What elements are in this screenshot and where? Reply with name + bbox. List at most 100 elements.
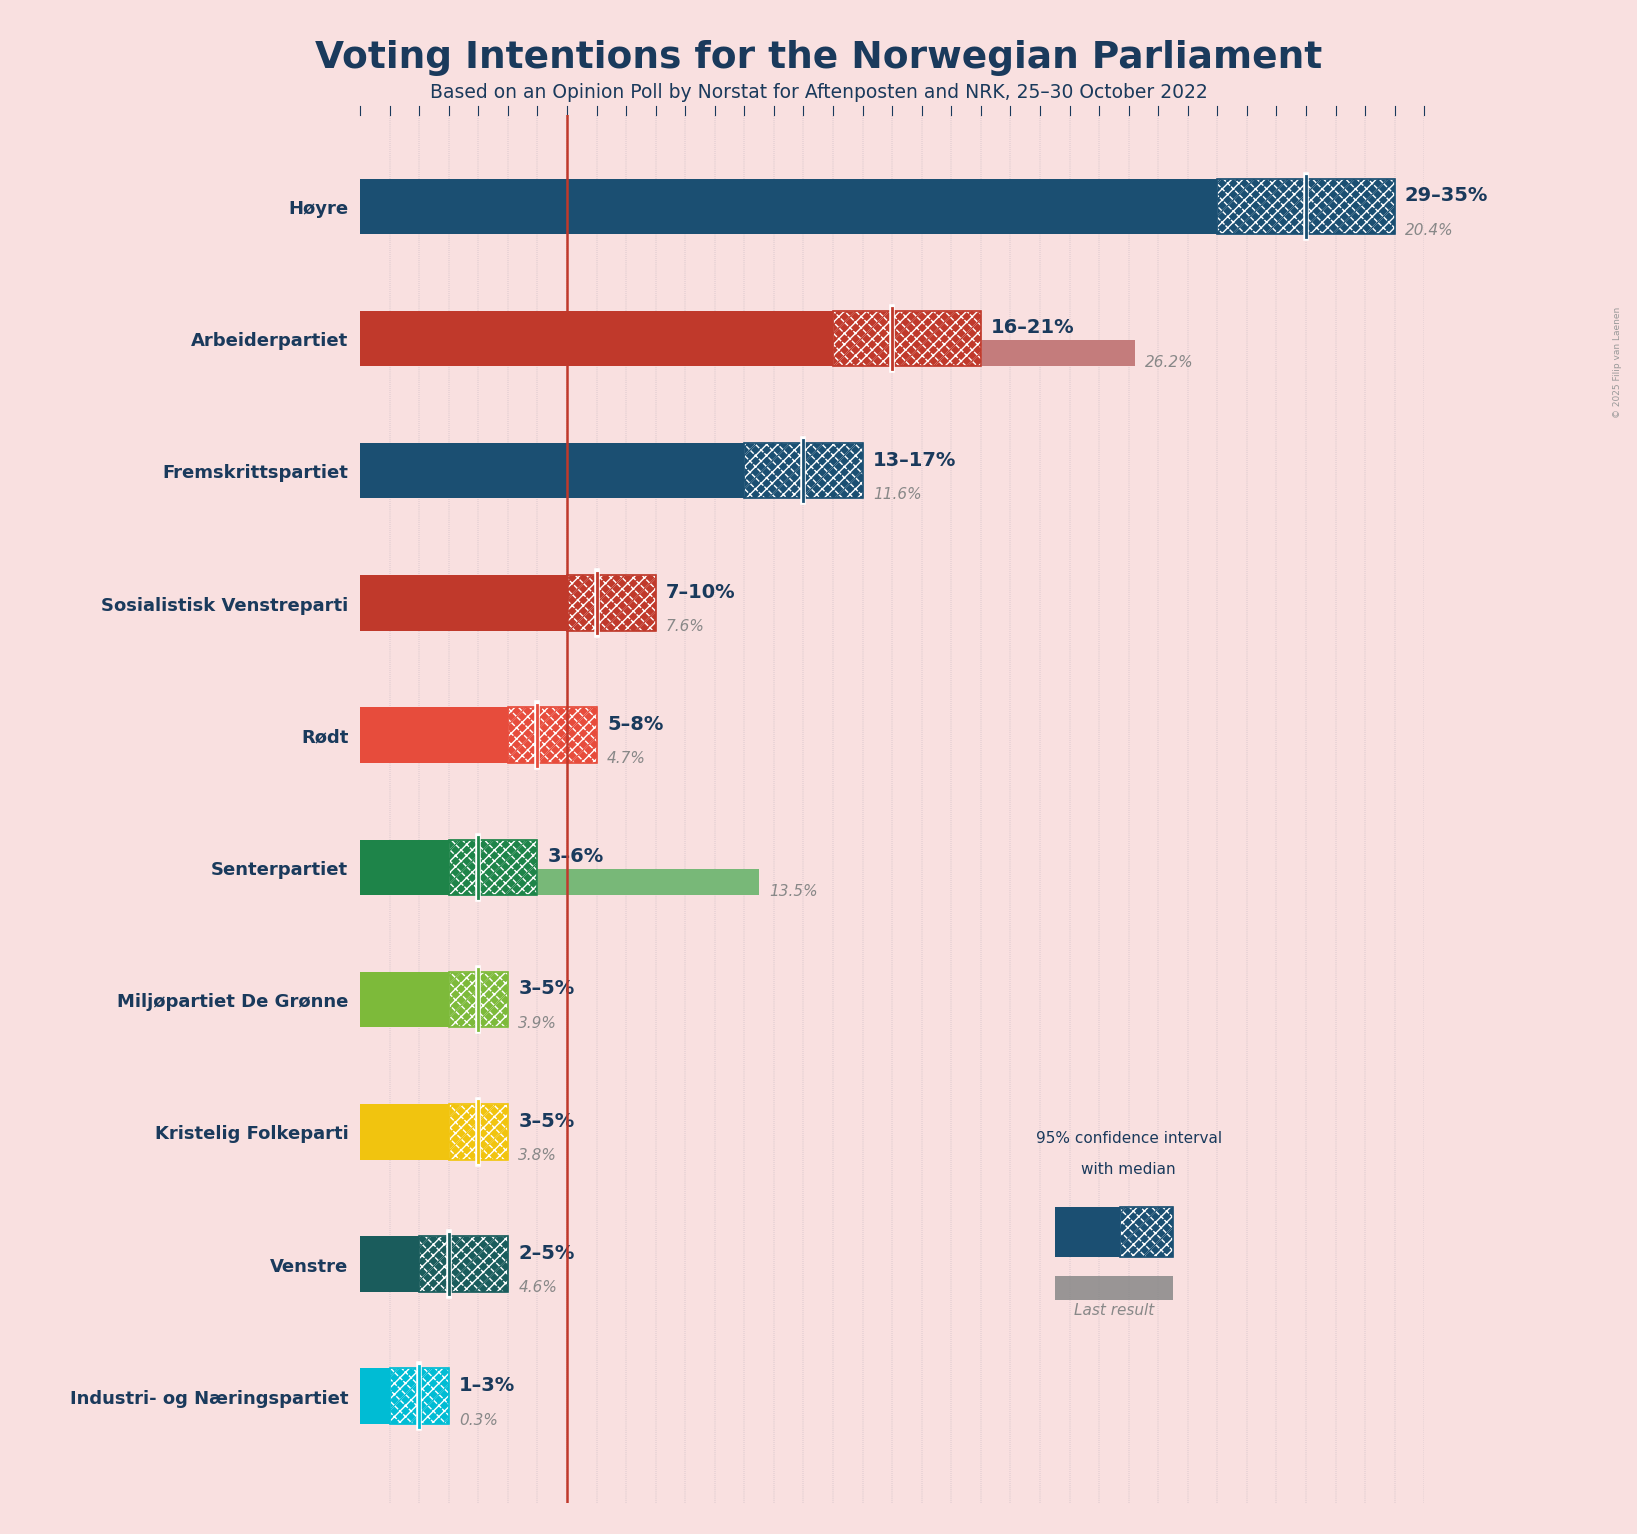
Bar xyxy=(1218,178,1395,235)
Bar xyxy=(360,1266,496,1292)
Bar xyxy=(745,443,863,499)
Bar xyxy=(1218,178,1395,235)
Bar xyxy=(360,604,584,630)
Bar xyxy=(1218,178,1395,235)
Bar xyxy=(360,868,760,896)
Bar xyxy=(566,575,656,630)
Text: Senterpartiet: Senterpartiet xyxy=(211,861,349,879)
Bar xyxy=(449,1104,507,1160)
Bar xyxy=(419,1236,507,1292)
Bar xyxy=(507,707,596,762)
Bar xyxy=(360,311,833,367)
Text: 0.3%: 0.3% xyxy=(458,1413,498,1428)
Text: 5–8%: 5–8% xyxy=(607,715,663,735)
Text: 3–6%: 3–6% xyxy=(548,847,604,867)
Bar xyxy=(449,839,537,896)
Bar xyxy=(360,839,449,896)
Text: Based on an Opinion Poll by Norstat for Aftenposten and NRK, 25–30 October 2022: Based on an Opinion Poll by Norstat for … xyxy=(429,83,1208,101)
Bar xyxy=(745,443,863,499)
Bar xyxy=(360,178,1218,235)
Text: Last result: Last result xyxy=(1074,1304,1154,1318)
Text: Arbeiderpartiet: Arbeiderpartiet xyxy=(192,333,349,350)
Bar xyxy=(360,1236,419,1292)
Bar xyxy=(390,1368,449,1424)
Text: 13–17%: 13–17% xyxy=(873,451,956,469)
Text: 4.6%: 4.6% xyxy=(519,1281,557,1295)
Bar xyxy=(507,707,596,762)
Bar xyxy=(360,707,507,762)
Text: 16–21%: 16–21% xyxy=(990,319,1076,337)
Bar xyxy=(360,1397,368,1424)
Bar xyxy=(833,311,981,367)
Bar xyxy=(745,443,863,499)
Text: 95% confidence interval: 95% confidence interval xyxy=(1036,1132,1221,1146)
Text: Sosialistisk Venstreparti: Sosialistisk Venstreparti xyxy=(101,597,349,615)
Bar xyxy=(360,736,499,762)
Text: Kristelig Folkeparti: Kristelig Folkeparti xyxy=(154,1126,349,1143)
Bar xyxy=(449,1104,507,1160)
Bar xyxy=(390,1368,449,1424)
Bar xyxy=(833,311,981,367)
Bar xyxy=(449,839,537,896)
Bar xyxy=(449,973,507,1028)
Bar xyxy=(449,973,507,1028)
Bar xyxy=(1120,1207,1174,1258)
Text: with median: with median xyxy=(1082,1161,1175,1177)
Bar xyxy=(390,1368,449,1424)
Text: 11.6%: 11.6% xyxy=(873,486,922,502)
Bar xyxy=(390,1368,449,1424)
Bar xyxy=(360,1368,390,1424)
Bar xyxy=(833,311,981,367)
Bar xyxy=(507,707,596,762)
Bar xyxy=(360,341,1134,367)
Text: 2–5%: 2–5% xyxy=(519,1244,575,1262)
Text: 29–35%: 29–35% xyxy=(1405,186,1488,206)
Text: 3.9%: 3.9% xyxy=(519,1016,557,1031)
Bar xyxy=(360,973,449,1028)
Text: Venstre: Venstre xyxy=(270,1258,349,1276)
Text: 3–5%: 3–5% xyxy=(519,980,575,999)
Bar xyxy=(566,575,656,630)
Bar xyxy=(360,443,745,499)
Bar xyxy=(449,973,507,1028)
Text: 7–10%: 7–10% xyxy=(666,583,735,601)
Text: Fremskrittspartiet: Fremskrittspartiet xyxy=(162,465,349,482)
Bar xyxy=(360,1000,475,1028)
Bar xyxy=(1120,1207,1174,1258)
Text: Rødt: Rødt xyxy=(301,729,349,747)
Bar xyxy=(360,1104,449,1160)
Bar xyxy=(449,839,537,896)
Bar xyxy=(449,839,537,896)
Bar xyxy=(1218,178,1395,235)
Text: 20.4%: 20.4% xyxy=(1405,222,1454,238)
Text: Industri- og Næringspartiet: Industri- og Næringspartiet xyxy=(70,1390,349,1408)
Bar xyxy=(566,575,656,630)
Text: 1–3%: 1–3% xyxy=(458,1376,516,1394)
Bar xyxy=(419,1236,507,1292)
Text: 7.6%: 7.6% xyxy=(666,620,706,634)
Text: © 2025 Filip van Laenen: © 2025 Filip van Laenen xyxy=(1612,307,1622,419)
Text: Høyre: Høyre xyxy=(288,199,349,218)
Bar xyxy=(360,207,963,235)
Bar xyxy=(449,1104,507,1160)
Bar xyxy=(419,1236,507,1292)
Text: 13.5%: 13.5% xyxy=(769,884,818,899)
Bar xyxy=(419,1236,507,1292)
Bar xyxy=(745,443,863,499)
Bar xyxy=(1120,1207,1174,1258)
Bar xyxy=(1120,1207,1174,1258)
Bar xyxy=(360,575,566,630)
Bar xyxy=(1054,1276,1174,1299)
Bar xyxy=(360,472,702,499)
Bar xyxy=(507,707,596,762)
Bar xyxy=(833,311,981,367)
Text: 4.7%: 4.7% xyxy=(607,752,647,767)
Text: Voting Intentions for the Norwegian Parliament: Voting Intentions for the Norwegian Parl… xyxy=(314,40,1323,75)
Text: 26.2%: 26.2% xyxy=(1144,354,1193,370)
Bar xyxy=(1054,1207,1120,1258)
Bar xyxy=(449,973,507,1028)
Bar xyxy=(449,1104,507,1160)
Text: 3–5%: 3–5% xyxy=(519,1112,575,1131)
Bar xyxy=(566,575,656,630)
Text: Miljøpartiet De Grønne: Miljøpartiet De Grønne xyxy=(116,992,349,1011)
